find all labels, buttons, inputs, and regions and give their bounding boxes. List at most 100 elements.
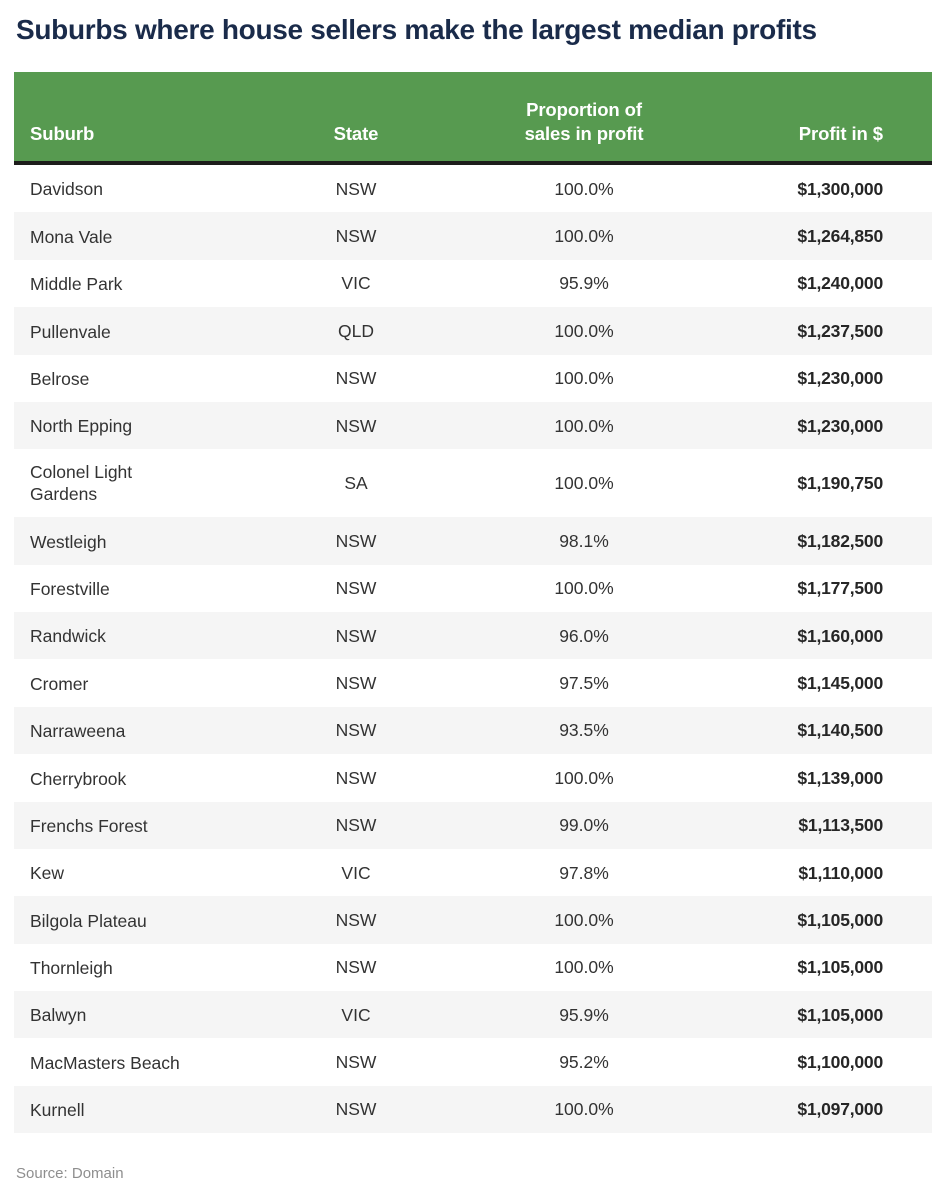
cell-profit: $1,110,000 — [798, 862, 883, 883]
cell-suburb: Davidson — [14, 163, 271, 212]
cell-suburb: Forestville — [14, 565, 271, 612]
cell-proportion: 97.5% — [559, 673, 609, 694]
table-row: Cherrybrook NSW 100.0% $1,139,000 — [14, 754, 932, 801]
cell-proportion: 100.0% — [441, 307, 727, 355]
cell-suburb: Cherrybrook — [14, 754, 271, 801]
cell-proportion: 100.0% — [441, 212, 727, 260]
cell-profit: $1,100,000 — [797, 1052, 883, 1073]
table-row: Bilgola Plateau NSW 100.0% $1,105,000 — [14, 896, 932, 944]
cell-state: NSW — [335, 957, 377, 978]
cell-proportion: 96.0% — [441, 612, 727, 660]
suburb-label: North Epping — [30, 416, 133, 437]
cell-state: NSW — [335, 578, 377, 599]
column-header-proportion: Proportion of sales in profit — [441, 72, 727, 165]
table-row: Frenchs Forest NSW 99.0% $1,113,500 — [14, 801, 932, 849]
cell-suburb: Mona Vale — [14, 212, 271, 260]
suburb-label: Pullenvale — [30, 321, 111, 342]
table-row: Belrose NSW 100.0% $1,230,000 — [14, 355, 932, 402]
cell-state: NSW — [271, 1085, 441, 1134]
cell-proportion: 100.0% — [441, 1085, 727, 1134]
table-row: Kurnell NSW 100.0% $1,097,000 — [14, 1085, 932, 1134]
suburb-label: Thornleigh — [30, 958, 113, 978]
cell-profit: $1,182,500 — [727, 517, 932, 565]
cell-profit: $1,097,000 — [727, 1085, 932, 1134]
suburb-label: Middle Park — [30, 274, 123, 295]
cell-proportion: 100.0% — [554, 473, 614, 494]
cell-suburb: MacMasters Beach — [14, 1038, 271, 1085]
cell-state: NSW — [335, 368, 377, 389]
suburb-label: Westleigh — [30, 531, 107, 552]
cell-proportion: 100.0% — [441, 401, 727, 450]
cell-profit: $1,190,750 — [797, 473, 883, 494]
header-row: Suburb State Proportion of sales in prof… — [14, 72, 932, 165]
cell-proportion: 98.1% — [441, 517, 727, 565]
cell-proportion: 100.0% — [554, 578, 614, 599]
cell-profit: $1,139,000 — [797, 767, 883, 788]
suburb-label: Mona Vale — [30, 226, 113, 247]
cell-state: VIC — [271, 991, 441, 1039]
suburb-label: MacMasters Beach — [30, 1052, 180, 1073]
cell-suburb: Thornleigh — [14, 944, 271, 991]
suburb-label: Cromer — [30, 673, 89, 694]
cell-state: NSW — [271, 612, 441, 660]
cell-suburb: Pullenvale — [14, 307, 271, 355]
cell-state: VIC — [341, 273, 371, 294]
cell-profit: $1,140,500 — [727, 706, 932, 755]
cell-state: NSW — [271, 896, 441, 944]
table-row: Kew VIC 97.8% $1,110,000 — [14, 849, 932, 896]
cell-suburb: Kew — [14, 849, 271, 896]
column-header-proportion-label: Proportion of sales in profit — [524, 99, 644, 144]
cell-proportion: 100.0% — [441, 896, 727, 944]
cell-suburb: Westleigh — [14, 517, 271, 565]
suburb-label: Colonel Light Gardens — [30, 462, 133, 505]
suburb-label: Belrose — [30, 368, 90, 389]
cell-proportion: 97.8% — [559, 862, 609, 883]
cell-suburb: Kurnell — [14, 1085, 271, 1134]
cell-suburb: Colonel Light Gardens — [14, 449, 271, 517]
table-body: Davidson NSW 100.0% $1,300,000 Mona Vale NSW 1… — [14, 163, 932, 1134]
source-attribution: Source: Domain — [16, 1165, 124, 1182]
cell-state: VIC — [341, 862, 371, 883]
cell-state: NSW — [271, 801, 441, 849]
cell-state: NSW — [335, 767, 377, 788]
suburb-label: Cherrybrook — [30, 768, 127, 789]
cell-profit: $1,113,500 — [727, 801, 932, 849]
table-row: Thornleigh NSW 100.0% $1,105,000 — [14, 944, 932, 991]
page-title: Suburbs where house sellers make the lar… — [16, 14, 817, 45]
cell-suburb: Balwyn — [14, 991, 271, 1039]
suburb-label: Davidson — [30, 179, 103, 200]
cell-profit: $1,105,000 — [797, 957, 883, 978]
cell-proportion: 99.0% — [441, 801, 727, 849]
table-header: Suburb State Proportion of sales in prof… — [14, 72, 932, 165]
table-row: Westleigh NSW 98.1% $1,182,500 — [14, 517, 932, 565]
suburb-label: Balwyn — [30, 1005, 87, 1026]
table-row: Randwick NSW 96.0% $1,160,000 — [14, 612, 932, 660]
profits-table: Suburb State Proportion of sales in prof… — [14, 72, 932, 1134]
cell-profit: $1,160,000 — [727, 612, 932, 660]
cell-profit: $1,105,000 — [727, 896, 932, 944]
table-row: Davidson NSW 100.0% $1,300,000 — [14, 163, 932, 212]
cell-profit: $1,240,000 — [797, 273, 883, 294]
cell-profit: $1,230,000 — [727, 401, 932, 450]
cell-suburb: Randwick — [14, 612, 271, 660]
cell-proportion: 100.0% — [554, 368, 614, 389]
table-row: Pullenvale QLD 100.0% $1,237,500 — [14, 307, 932, 355]
table-row: Cromer NSW 97.5% $1,145,000 — [14, 659, 932, 706]
suburb-label: Kew — [30, 863, 65, 884]
cell-suburb: Belrose — [14, 355, 271, 402]
table-row: Forestville NSW 100.0% $1,177,500 — [14, 565, 932, 612]
cell-state: QLD — [271, 307, 441, 355]
cell-profit: $1,145,000 — [797, 673, 883, 694]
table-row: Narraweena NSW 93.5% $1,140,500 — [14, 706, 932, 755]
table-row: Colonel Light Gardens SA 100.0% $1,190,750 — [14, 449, 932, 517]
table-row: MacMasters Beach NSW 95.2% $1,100,000 — [14, 1038, 932, 1085]
cell-state: NSW — [271, 517, 441, 565]
cell-state: NSW — [271, 401, 441, 450]
table-row: Balwyn VIC 95.9% $1,105,000 — [14, 991, 932, 1039]
suburb-label: Randwick — [30, 626, 106, 647]
cell-state: NSW — [335, 1052, 377, 1073]
cell-state: NSW — [271, 706, 441, 755]
cell-proportion: 100.0% — [554, 178, 614, 199]
cell-suburb: Bilgola Plateau — [14, 896, 271, 944]
cell-proportion: 93.5% — [441, 706, 727, 755]
